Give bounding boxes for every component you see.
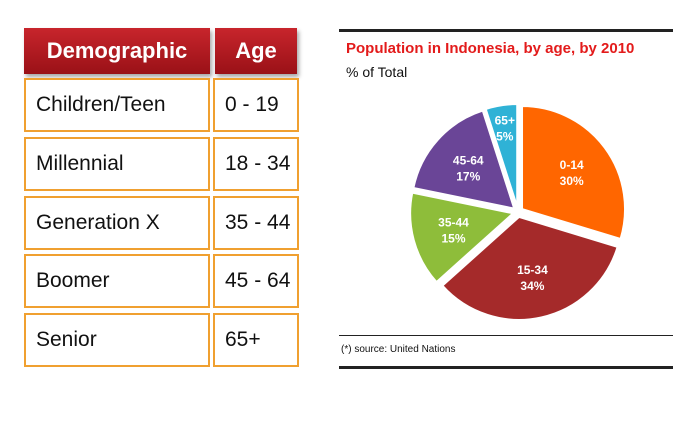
row-generation-x-age: 35 - 44 bbox=[213, 196, 299, 250]
chart-source: (*) source: United Nations bbox=[341, 344, 456, 355]
row-senior-label: Senior bbox=[24, 313, 210, 367]
pie-label-value-45-64: 17% bbox=[456, 169, 480, 183]
pie-label-value-15-34: 34% bbox=[520, 279, 544, 293]
chart-source-rule bbox=[339, 335, 673, 336]
pie-label-category-35-44: 35-44 bbox=[438, 215, 469, 229]
row-boomer-label: Boomer bbox=[24, 254, 210, 308]
row-children-teen-age: 0 - 19 bbox=[213, 78, 299, 132]
row-senior-age: 65+ bbox=[213, 313, 299, 367]
pie-slice-35-44 bbox=[409, 191, 516, 284]
pie-slice-65+ bbox=[484, 103, 519, 208]
pie-label-category-0-14: 0-14 bbox=[560, 158, 584, 172]
pie-label-value-65+: 5% bbox=[496, 130, 514, 144]
pie-label-category-45-64: 45-64 bbox=[453, 153, 484, 167]
pie-slice-0-14 bbox=[521, 105, 626, 241]
pie-label-value-35-44: 15% bbox=[442, 231, 466, 245]
chart-top-rule bbox=[339, 29, 673, 32]
chart-title: Population in Indonesia, by age, by 2010 bbox=[346, 40, 635, 57]
header-age: Age bbox=[215, 28, 297, 74]
header-demographic: Demographic bbox=[24, 28, 210, 74]
pie-label-category-65+: 65+ bbox=[495, 114, 515, 128]
chart-subtitle: % of Total bbox=[346, 64, 408, 80]
row-millennial-label: Millennial bbox=[24, 137, 210, 191]
pie-label-category-15-34: 15-34 bbox=[517, 263, 548, 277]
row-generation-x-label: Generation X bbox=[24, 196, 210, 250]
pie-label-value-0-14: 30% bbox=[560, 174, 584, 188]
row-boomer-age: 45 - 64 bbox=[213, 254, 299, 308]
row-children-teen-label: Children/Teen bbox=[24, 78, 210, 132]
chart-bottom-rule bbox=[339, 366, 673, 369]
pie-slice-45-64 bbox=[412, 109, 516, 210]
row-millennial-age: 18 - 34 bbox=[213, 137, 299, 191]
pie-slice-15-34 bbox=[440, 215, 619, 321]
